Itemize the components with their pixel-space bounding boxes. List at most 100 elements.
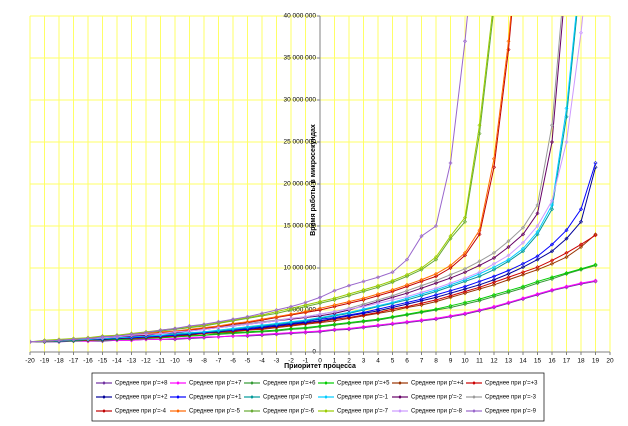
legend-marker bbox=[250, 395, 254, 399]
point-marker bbox=[448, 160, 453, 166]
point-marker bbox=[535, 254, 540, 259]
point-marker bbox=[390, 303, 395, 308]
legend-label: Среднее при p'=+3 bbox=[485, 381, 538, 387]
point-marker bbox=[332, 322, 337, 327]
point-marker bbox=[419, 298, 424, 303]
x-tick-label: -19 bbox=[40, 358, 50, 365]
point-marker bbox=[346, 301, 352, 306]
x-tick-label: -16 bbox=[83, 358, 93, 365]
point-marker bbox=[332, 309, 337, 314]
point-marker bbox=[361, 296, 366, 301]
point-marker bbox=[332, 313, 337, 318]
point-marker bbox=[230, 326, 236, 331]
point-marker bbox=[448, 293, 453, 298]
point-marker bbox=[477, 232, 482, 237]
point-marker bbox=[404, 302, 410, 307]
point-marker bbox=[491, 156, 497, 161]
legend-label: Среднее при p'=0 bbox=[263, 395, 313, 401]
point-marker bbox=[259, 332, 265, 337]
point-marker bbox=[419, 297, 424, 302]
point-marker bbox=[593, 232, 598, 237]
point-marker bbox=[216, 328, 221, 333]
point-marker bbox=[375, 301, 381, 306]
point-marker bbox=[520, 240, 526, 245]
point-marker bbox=[216, 319, 221, 324]
point-marker bbox=[274, 318, 279, 323]
point-marker bbox=[361, 318, 366, 323]
point-marker bbox=[433, 271, 439, 276]
point-marker bbox=[361, 287, 366, 292]
point-marker bbox=[448, 288, 453, 293]
x-tick-label: -4 bbox=[259, 358, 265, 365]
point-marker bbox=[477, 298, 482, 303]
point-marker bbox=[259, 328, 265, 334]
point-marker bbox=[332, 304, 337, 309]
point-marker bbox=[390, 280, 395, 285]
point-marker bbox=[404, 296, 410, 301]
point-marker bbox=[419, 277, 424, 282]
point-marker bbox=[506, 39, 511, 44]
point-marker bbox=[549, 275, 555, 280]
legend-label: Среднее при p'=+4 bbox=[411, 381, 464, 387]
legend-marker bbox=[472, 409, 476, 413]
point-marker bbox=[491, 255, 497, 260]
x-tick-label: -15 bbox=[98, 358, 108, 365]
point-marker bbox=[419, 318, 424, 323]
x-tick-label: 20 bbox=[606, 358, 614, 365]
point-marker bbox=[549, 258, 555, 263]
point-marker bbox=[477, 282, 482, 287]
point-marker bbox=[506, 239, 511, 244]
point-marker bbox=[361, 279, 366, 284]
x-tick-label: 0 bbox=[318, 358, 322, 365]
x-tick-label: 2 bbox=[347, 358, 351, 365]
point-marker bbox=[520, 246, 526, 251]
x-tick-label: 6 bbox=[405, 358, 409, 365]
point-marker bbox=[462, 253, 468, 258]
y-tick-label: 15 000 000 bbox=[283, 223, 316, 230]
point-marker bbox=[491, 294, 497, 299]
point-marker bbox=[506, 257, 511, 262]
point-marker bbox=[259, 323, 265, 328]
point-marker bbox=[477, 271, 482, 276]
point-marker bbox=[404, 272, 410, 277]
series-line bbox=[30, 16, 562, 343]
point-marker bbox=[535, 279, 540, 284]
point-marker bbox=[564, 271, 569, 276]
point-marker bbox=[506, 268, 511, 273]
point-marker bbox=[477, 285, 482, 290]
legend-marker bbox=[102, 409, 106, 413]
point-marker bbox=[274, 328, 279, 333]
point-marker bbox=[593, 160, 598, 166]
point-marker bbox=[158, 331, 163, 336]
point-marker bbox=[71, 337, 76, 342]
point-marker bbox=[375, 292, 381, 297]
point-marker bbox=[549, 261, 555, 266]
legend-marker bbox=[472, 381, 476, 385]
legend-marker bbox=[102, 381, 106, 385]
point-marker bbox=[143, 329, 149, 334]
x-tick-label: -1 bbox=[303, 358, 309, 365]
series-line bbox=[30, 280, 596, 343]
legend-label: Среднее при p'=+2 bbox=[115, 395, 168, 401]
point-marker bbox=[419, 290, 424, 295]
point-marker bbox=[288, 304, 294, 309]
point-marker bbox=[274, 314, 279, 319]
point-marker bbox=[172, 328, 178, 334]
point-marker bbox=[346, 306, 352, 311]
point-marker bbox=[332, 288, 337, 293]
point-marker bbox=[274, 311, 279, 316]
series-line bbox=[30, 16, 584, 343]
point-marker bbox=[274, 309, 279, 314]
point-marker bbox=[390, 289, 395, 294]
point-marker bbox=[477, 279, 482, 284]
point-marker bbox=[317, 313, 323, 318]
point-marker bbox=[564, 284, 569, 289]
point-marker bbox=[288, 306, 294, 311]
point-marker bbox=[346, 299, 352, 304]
y-tick-label: 35 000 000 bbox=[283, 55, 316, 62]
point-marker bbox=[419, 265, 424, 271]
x-tick-label: 18 bbox=[577, 358, 585, 365]
series-line bbox=[30, 16, 468, 343]
point-marker bbox=[491, 265, 497, 270]
